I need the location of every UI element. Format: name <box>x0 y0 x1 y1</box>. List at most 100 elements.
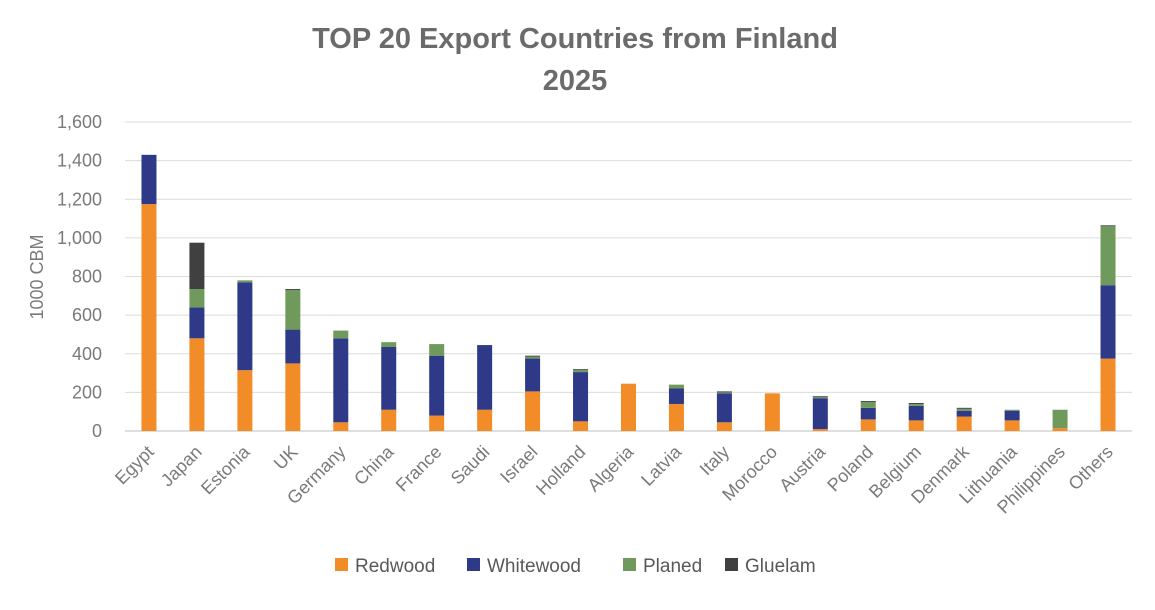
x-tick-label: Estonia <box>197 441 254 498</box>
bar-segment <box>716 392 732 394</box>
bar-segment <box>429 344 445 356</box>
y-tick-label: 1,400 <box>57 151 102 171</box>
y-tick-label: 0 <box>92 421 102 441</box>
x-tick-label: France <box>392 442 446 496</box>
bar-segment <box>812 396 828 398</box>
bar-segment <box>525 391 541 431</box>
bar-segment <box>812 397 828 399</box>
y-tick-label: 1,000 <box>57 228 102 248</box>
bar-segment <box>908 402 924 404</box>
bar-segment <box>333 422 349 431</box>
bar-segment <box>621 383 636 431</box>
y-axis-label: 1000 CBM <box>27 234 47 319</box>
bar-segment <box>956 408 972 411</box>
bar-segment <box>860 419 876 431</box>
bar-segment <box>908 420 924 431</box>
bar-segment <box>1052 409 1068 429</box>
y-tick-label: 600 <box>72 305 102 325</box>
legend-swatch <box>725 558 738 571</box>
bar-segment <box>1100 358 1116 431</box>
legend-swatch <box>467 558 480 571</box>
bar-segment <box>381 409 397 431</box>
bar-segment <box>1100 226 1116 286</box>
y-tick-label: 400 <box>72 344 102 364</box>
bar-segment <box>1100 285 1116 359</box>
bar-segment <box>716 393 732 423</box>
legend-label: Whitewood <box>487 556 581 577</box>
bar-segment <box>860 401 876 403</box>
x-tick-label: Egypt <box>111 442 158 489</box>
bar-segment <box>285 289 301 291</box>
bar-segment <box>573 372 589 422</box>
bar-segment <box>189 289 205 308</box>
y-tick-label: 200 <box>72 382 102 402</box>
bar-segment <box>812 398 828 430</box>
x-tick-label: Austria <box>775 441 829 495</box>
bar-segment <box>285 290 301 330</box>
bar-segment <box>381 346 397 410</box>
x-tick-label: Israel <box>496 442 541 487</box>
bar-segment <box>860 407 876 420</box>
bar-segment <box>237 282 253 371</box>
bar-segment <box>525 355 541 357</box>
bar-segment <box>573 370 589 373</box>
bar-segment <box>956 416 972 431</box>
bar-segment <box>429 355 445 416</box>
bar-segment <box>525 358 541 392</box>
x-tick-label: UK <box>270 442 302 474</box>
bar-segment <box>908 403 924 406</box>
legend-label: Planed <box>643 556 702 577</box>
bar-segment <box>141 204 157 431</box>
bar-segment <box>668 384 684 389</box>
bar-segment <box>956 410 972 417</box>
bar-segment <box>716 422 732 431</box>
bar-segment <box>285 329 301 364</box>
bar-segment <box>764 393 780 431</box>
legend-swatch <box>335 558 348 571</box>
bar-segment <box>525 356 541 359</box>
bar-segment <box>956 407 972 409</box>
bar-segment <box>429 415 445 431</box>
bar-segment <box>1052 428 1068 431</box>
bar-segment <box>908 405 924 421</box>
bar-segment <box>189 242 205 290</box>
y-axis-ticks: 0 200 400 600 800 1,000 1,200 1,400 1,600 <box>57 112 102 441</box>
y-tick-label: 1,600 <box>57 112 102 132</box>
x-tick-label: Algeria <box>584 441 638 495</box>
x-tick-label: Italy <box>696 442 733 479</box>
legend-label: Gluelam <box>745 556 816 577</box>
bar-segment <box>668 403 684 431</box>
bar-segment <box>189 307 205 339</box>
bar-segment <box>477 409 493 431</box>
chart-title-line-1: TOP 20 Export Countries from Finland <box>312 23 838 55</box>
bar-segment <box>1004 410 1020 421</box>
legend-swatch <box>623 558 636 571</box>
y-tick-label: 1,200 <box>57 189 102 209</box>
bar-segment <box>333 330 349 339</box>
bar-segment <box>573 421 589 431</box>
y-tick-label: 800 <box>72 267 102 287</box>
x-tick-label: Holland <box>532 442 589 499</box>
bar-segment <box>189 338 205 431</box>
x-tick-label: Latvia <box>637 441 686 490</box>
x-tick-label: Others <box>1065 442 1117 494</box>
bar-segment <box>285 363 301 431</box>
bar-segment <box>141 154 157 205</box>
bar-segment <box>333 338 349 423</box>
bars <box>141 154 1116 431</box>
x-tick-label: Saudi <box>447 442 494 489</box>
bar-segment <box>1100 225 1116 227</box>
bar-segment <box>668 388 684 404</box>
bar-segment <box>573 369 589 371</box>
bar-segment <box>381 342 397 347</box>
bar-segment <box>477 345 493 410</box>
bar-segment <box>860 402 876 408</box>
legend: Redwood Whitewood Planed Gluelam <box>335 556 816 577</box>
bar-segment <box>1004 409 1020 411</box>
bar-segment <box>237 370 253 431</box>
bar-segment <box>237 280 253 283</box>
bar-segment <box>1004 420 1020 431</box>
